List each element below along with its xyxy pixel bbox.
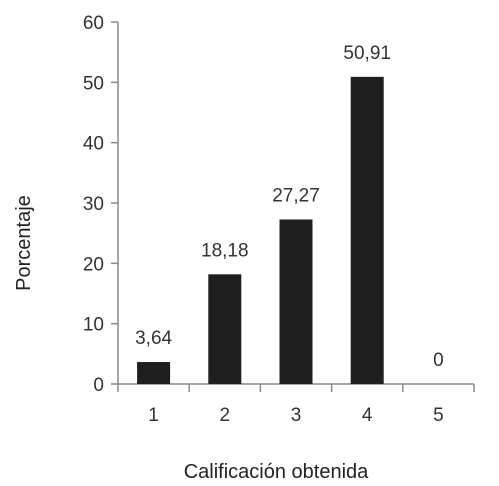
x-axis: 1 2 3 4 5 bbox=[117, 383, 475, 426]
bars bbox=[137, 76, 384, 384]
x-tick-label-4: 4 bbox=[362, 405, 373, 426]
y-tick-label: 10 bbox=[83, 315, 104, 336]
x-axis-title: Calificación obtenida bbox=[184, 461, 369, 483]
y-tick-label: 50 bbox=[83, 73, 104, 94]
y-tick-label: 0 bbox=[93, 375, 104, 396]
x-tick-label-1: 1 bbox=[148, 405, 159, 426]
data-label-2: 18,18 bbox=[201, 240, 249, 261]
data-labels: 3,64 18,18 27,27 50,91 0 bbox=[135, 43, 444, 371]
bar-3 bbox=[279, 219, 313, 384]
y-tick-label: 30 bbox=[83, 194, 104, 215]
y-axis: 0 10 20 30 40 50 60 bbox=[83, 13, 119, 396]
y-axis-title: Porcentaje bbox=[13, 195, 35, 291]
data-label-1: 3,64 bbox=[135, 328, 172, 349]
x-tick-label-2: 2 bbox=[220, 405, 231, 426]
bar-4 bbox=[350, 76, 384, 384]
bar-2 bbox=[208, 274, 242, 384]
y-tick-label: 20 bbox=[83, 254, 104, 275]
data-label-4: 50,91 bbox=[343, 43, 391, 64]
data-label-3: 27,27 bbox=[272, 185, 320, 206]
bar-1 bbox=[137, 362, 171, 384]
data-label-5: 0 bbox=[433, 350, 444, 371]
x-tick-label-5: 5 bbox=[433, 405, 444, 426]
x-tick-label-3: 3 bbox=[291, 405, 302, 426]
y-tick-label: 40 bbox=[83, 134, 104, 155]
y-tick-label: 60 bbox=[83, 13, 104, 34]
